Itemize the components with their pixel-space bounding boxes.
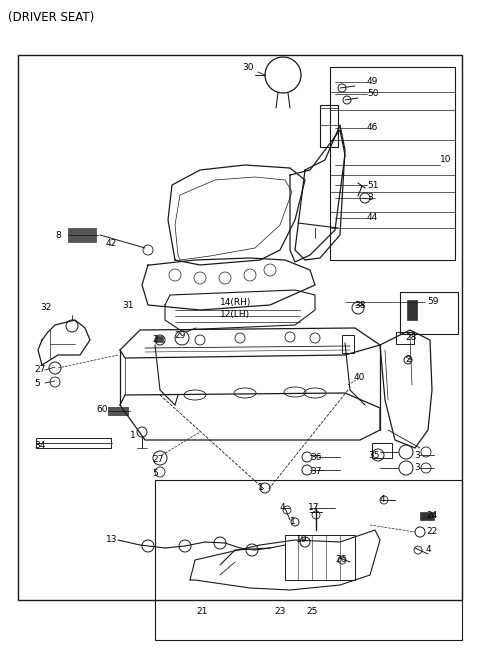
Text: 44: 44	[367, 213, 378, 222]
Text: 12(LH): 12(LH)	[220, 310, 250, 319]
Text: 5: 5	[152, 468, 158, 478]
Text: 3: 3	[414, 451, 420, 459]
Bar	[342, 335, 354, 353]
Text: 27: 27	[152, 455, 163, 464]
Text: 27: 27	[34, 365, 46, 375]
Text: 36: 36	[310, 453, 322, 462]
Text: 59: 59	[427, 298, 439, 306]
Text: 30: 30	[242, 64, 253, 73]
Text: 35: 35	[368, 451, 380, 459]
Bar	[407, 300, 417, 320]
Text: 19: 19	[296, 535, 308, 544]
Text: 23: 23	[274, 607, 286, 617]
Text: 22: 22	[426, 527, 437, 537]
Text: 1: 1	[258, 483, 264, 493]
Bar	[36, 438, 111, 448]
Text: 38: 38	[354, 300, 365, 310]
Text: 2: 2	[405, 356, 410, 365]
Text: 25: 25	[306, 607, 317, 617]
Text: 26: 26	[335, 556, 347, 565]
Bar	[155, 480, 462, 640]
Text: 13: 13	[106, 535, 118, 544]
Text: 21: 21	[196, 607, 207, 617]
Text: 34: 34	[34, 440, 46, 449]
Text: 37: 37	[310, 466, 322, 476]
Bar	[420, 512, 434, 520]
Text: 24: 24	[426, 512, 437, 520]
Text: 4: 4	[426, 546, 432, 554]
Text: 51: 51	[367, 180, 379, 190]
Bar	[68, 228, 96, 242]
Text: 1: 1	[130, 430, 136, 440]
Text: 2: 2	[152, 335, 157, 344]
Text: 31: 31	[122, 300, 133, 310]
Text: 3: 3	[414, 464, 420, 472]
Text: 17: 17	[308, 504, 320, 512]
Bar	[396, 332, 414, 344]
Bar	[320, 105, 338, 147]
Text: 5: 5	[34, 379, 40, 388]
Bar	[155, 336, 163, 342]
Text: 32: 32	[40, 304, 51, 312]
Text: 28: 28	[405, 333, 416, 342]
Text: 60: 60	[96, 405, 108, 415]
Text: 49: 49	[367, 77, 378, 87]
Text: 8: 8	[55, 232, 61, 241]
Bar	[108, 407, 128, 415]
Bar	[372, 443, 392, 458]
Bar	[400, 292, 458, 334]
Bar	[330, 67, 455, 260]
Text: 4: 4	[280, 504, 286, 512]
Text: 46: 46	[367, 123, 378, 133]
Text: 29: 29	[174, 331, 185, 340]
Text: 4: 4	[380, 495, 385, 504]
Bar	[18, 55, 462, 600]
Text: 3: 3	[367, 194, 373, 203]
Text: 1: 1	[290, 518, 296, 527]
Text: 10: 10	[440, 155, 452, 165]
Text: 50: 50	[367, 89, 379, 98]
Text: 14(RH): 14(RH)	[220, 298, 252, 306]
Text: (DRIVER SEAT): (DRIVER SEAT)	[8, 12, 94, 24]
Bar	[285, 535, 355, 580]
Text: 40: 40	[354, 373, 365, 382]
Text: 42: 42	[106, 239, 117, 247]
